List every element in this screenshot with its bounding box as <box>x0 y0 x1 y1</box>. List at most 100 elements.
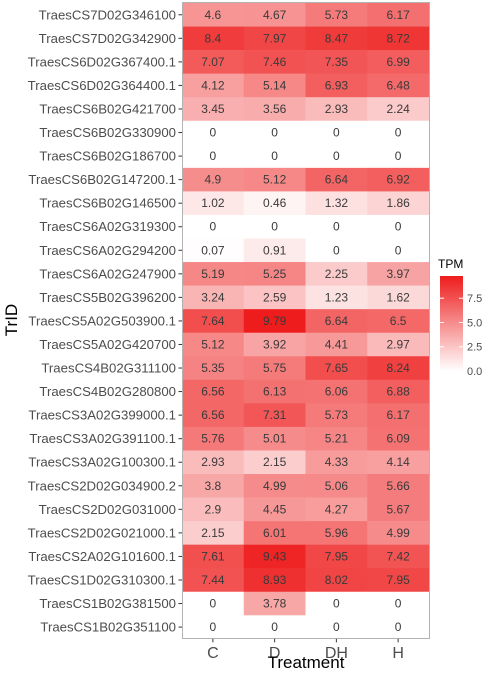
y-tick-labels: TraesCS7D02G346100 TraesCS7D02G342900 Trae… <box>28 7 176 634</box>
heatmap-cell <box>305 26 368 51</box>
cell-value-label: 8.02 <box>325 573 349 587</box>
y-tick-label: TraesCS7D02G342900 <box>39 31 176 46</box>
heatmap-cell <box>243 474 306 498</box>
heatmap-cell <box>305 262 368 286</box>
heatmap-cell <box>367 544 430 569</box>
cell-value-label: 9.43 <box>263 549 287 563</box>
y-tick-label: TraesCS3A02G391100.1 <box>29 431 176 446</box>
cell-value-label: 9.79 <box>263 314 287 328</box>
cell-value-label: 5.73 <box>325 8 349 22</box>
heatmap-cell <box>305 568 368 593</box>
heatmap-cell <box>367 356 430 381</box>
colorbar-tick-label: 7.5 <box>467 293 482 305</box>
cell-value-label: 0 <box>395 620 402 634</box>
cell-value-label: 8.72 <box>386 31 410 45</box>
heatmap-cell <box>305 521 368 545</box>
y-tick-label: TraesCS1B02G351100 <box>40 620 176 635</box>
cell-value-label: 5.75 <box>263 361 287 375</box>
heatmap-cell <box>367 50 430 74</box>
cell-value-label: 5.96 <box>325 526 349 540</box>
y-tick-label: TraesCS2A02G101600.1 <box>28 549 176 564</box>
heatmap-cell <box>305 3 368 27</box>
cell-value-label: 6.17 <box>386 8 410 22</box>
heatmap-cell <box>367 144 430 169</box>
heatmap-cell <box>243 26 306 51</box>
cell-value-label: 5.14 <box>263 78 287 92</box>
heatmap-cell <box>305 285 368 310</box>
y-tick-label: TraesCS5A02G420700 <box>39 337 176 352</box>
cell-value-label: 8.24 <box>386 361 410 375</box>
y-tick-label: TraesCS6B02G186700 <box>39 149 176 164</box>
cell-value-label: 4.99 <box>263 479 287 493</box>
heatmap-cell <box>367 262 430 286</box>
heatmap-cell <box>367 332 430 357</box>
cell-value-label: 0 <box>333 126 340 140</box>
heatmap-cell <box>243 97 306 122</box>
y-tick-label: TraesCS1D02G310300.1 <box>28 572 176 587</box>
heatmap-cell <box>305 332 368 357</box>
heatmap-cell <box>182 144 245 169</box>
cell-value-label: 6.99 <box>386 55 410 69</box>
cell-value-label: 6.17 <box>386 408 410 422</box>
heatmap-cell <box>367 497 430 522</box>
colorbar-title: TPM <box>438 257 463 271</box>
cell-value-label: 7.95 <box>325 549 349 563</box>
x-tick-label: H <box>392 645 404 662</box>
heatmap-cell <box>182 73 245 98</box>
cell-value-label: 7.42 <box>386 549 410 563</box>
cell-value-label: 6.92 <box>386 173 410 187</box>
heatmap-cell <box>367 568 430 593</box>
cell-value-label: 3.97 <box>386 267 410 281</box>
y-tick-label: TraesCS7D02G346100 <box>39 7 176 22</box>
heatmap-cell <box>243 356 306 381</box>
y-tick-label: TraesCS6A02G294200 <box>39 243 176 258</box>
x-tick-label: DH <box>325 645 348 662</box>
cell-value-label: 5.35 <box>201 361 225 375</box>
heatmap-cell <box>182 521 245 545</box>
cell-value-label: 6.48 <box>386 78 410 92</box>
cell-value-label: 6.64 <box>325 173 349 187</box>
x-tick-label: C <box>207 645 219 662</box>
heatmap-cell <box>367 474 430 498</box>
cell-value-label: 6.56 <box>201 408 225 422</box>
heatmap-cell <box>182 285 245 310</box>
heatmap-cell <box>367 3 430 27</box>
cell-value-label: 5.12 <box>201 337 225 351</box>
heatmap-cell <box>243 426 306 451</box>
heatmap-cell <box>243 591 306 616</box>
heatmap-cell <box>243 309 306 333</box>
cell-value-label: 5.19 <box>201 267 225 281</box>
heatmap-cell <box>243 214 306 239</box>
cell-value-label: 5.01 <box>263 432 287 446</box>
y-tick-label: TraesCS6B02G330900 <box>39 125 176 140</box>
heatmap-cell <box>305 167 368 192</box>
cell-value-label: 5.67 <box>386 502 410 516</box>
cell-value-label: 6.56 <box>201 385 225 399</box>
x-tick-label: D <box>269 645 281 662</box>
heatmap-cell <box>305 591 368 616</box>
y-tick-label: TraesCS5B02G396200 <box>39 290 176 305</box>
y-tick-marks <box>178 14 182 628</box>
heatmap-cell <box>243 379 306 404</box>
colorbar-gradient <box>440 276 463 371</box>
heatmap-cell <box>182 591 245 616</box>
cell-value-label: 3.92 <box>263 337 287 351</box>
y-tick-label: TraesCS1B02G381500 <box>39 596 176 611</box>
cell-value-label: 4.6 <box>205 8 222 22</box>
cell-value-label: 2.15 <box>263 455 287 469</box>
cell-value-label: 3.24 <box>201 290 225 304</box>
y-tick-label: TraesCS2D02G034900.2 <box>28 478 176 493</box>
x-axis-title: Treatment <box>268 653 345 671</box>
cell-value-label: 4.27 <box>325 502 349 516</box>
heatmap-cell <box>367 120 430 145</box>
cell-value-label: 2.93 <box>201 455 225 469</box>
heatmap-cell <box>367 403 430 428</box>
colorbar-legend: TPM 0.0 2.5 5.0 7.5 <box>438 257 482 378</box>
heatmap-cell <box>305 544 368 569</box>
heatmap-cell <box>182 615 245 640</box>
heatmap-cell <box>367 214 430 239</box>
cell-value-label: 3.8 <box>205 479 222 493</box>
heatmap-cell <box>243 544 306 569</box>
heatmap-cell <box>182 379 245 404</box>
